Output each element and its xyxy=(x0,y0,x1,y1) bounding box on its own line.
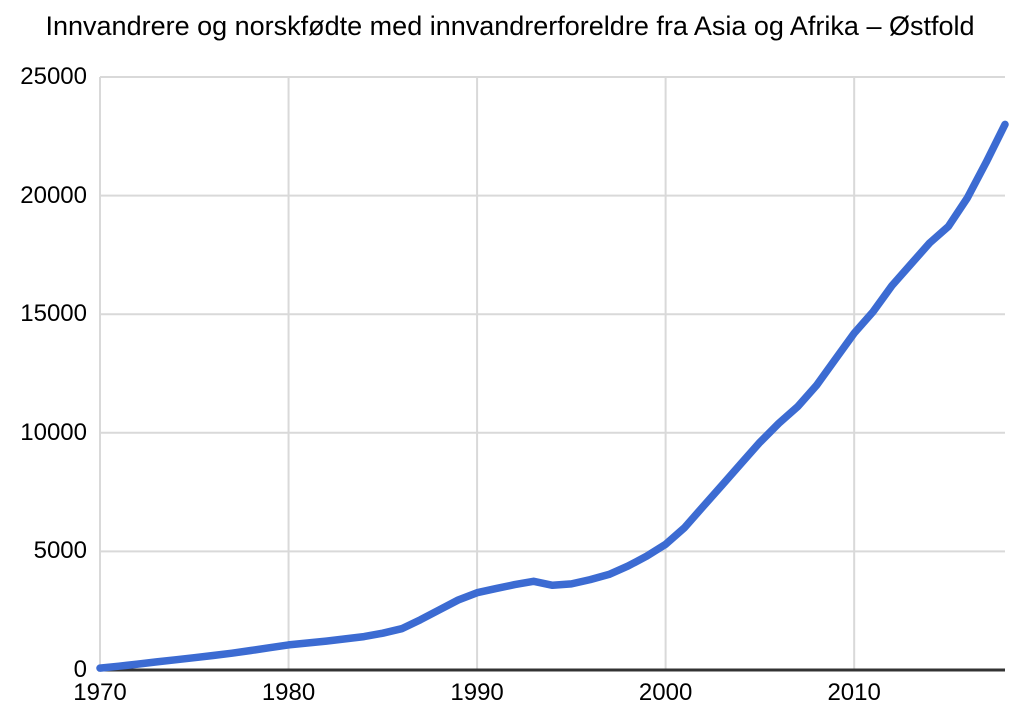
chart-title: Innvandrere og norskfødte med innvandrer… xyxy=(45,11,975,41)
x-axis-tick-label: 2000 xyxy=(638,679,693,706)
x-axis-tick-label: 1990 xyxy=(450,679,504,706)
y-axis-tick-label: 5000 xyxy=(33,537,87,565)
y-axis-tick-label: 25000 xyxy=(20,63,87,90)
y-axis-tick-label: 0 xyxy=(73,656,87,683)
x-axis-tick-label: 1970 xyxy=(73,679,127,706)
y-axis-tick-label: 20000 xyxy=(20,181,87,209)
x-axis-tick-label: 2010 xyxy=(827,679,881,706)
data-series-line xyxy=(96,120,1009,672)
x-axis-tick-label: 1980 xyxy=(261,679,316,706)
y-axis-tick-label: 15000 xyxy=(20,300,87,328)
y-axis-tick-label: 10000 xyxy=(20,418,87,446)
